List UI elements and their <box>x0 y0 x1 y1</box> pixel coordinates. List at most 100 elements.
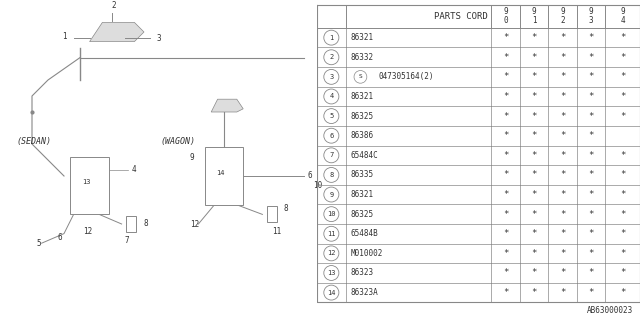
Text: 86321: 86321 <box>351 33 374 42</box>
Text: 9
2: 9 2 <box>560 7 564 25</box>
Text: 86323: 86323 <box>351 268 374 277</box>
Text: 2: 2 <box>329 54 333 60</box>
Text: 13: 13 <box>327 270 335 276</box>
Text: *: * <box>620 53 625 62</box>
Text: *: * <box>531 288 537 297</box>
Text: 9: 9 <box>329 192 333 197</box>
Text: *: * <box>531 190 537 199</box>
Text: 12: 12 <box>327 250 335 256</box>
Text: 11: 11 <box>327 231 335 237</box>
Text: *: * <box>503 190 508 199</box>
Text: *: * <box>560 53 565 62</box>
Text: *: * <box>560 33 565 42</box>
Polygon shape <box>211 99 243 112</box>
Text: *: * <box>588 72 593 81</box>
Text: *: * <box>531 72 537 81</box>
Text: *: * <box>560 151 565 160</box>
Text: 10: 10 <box>327 211 335 217</box>
Text: 65484C: 65484C <box>351 151 378 160</box>
Text: *: * <box>620 210 625 219</box>
Text: *: * <box>588 131 593 140</box>
Text: 86321: 86321 <box>351 92 374 101</box>
Text: 12: 12 <box>191 220 200 229</box>
Text: 8: 8 <box>144 220 148 228</box>
Text: 86325: 86325 <box>351 112 374 121</box>
Text: 8: 8 <box>283 204 288 213</box>
Text: *: * <box>560 249 565 258</box>
Text: *: * <box>560 171 565 180</box>
Text: *: * <box>503 229 508 238</box>
Text: 6: 6 <box>58 233 62 242</box>
Text: *: * <box>531 249 537 258</box>
Text: *: * <box>620 190 625 199</box>
Text: 9
4: 9 4 <box>620 7 625 25</box>
Text: *: * <box>588 210 593 219</box>
Text: *: * <box>620 112 625 121</box>
Text: *: * <box>588 53 593 62</box>
Text: *: * <box>620 288 625 297</box>
Text: *: * <box>560 229 565 238</box>
Text: *: * <box>560 288 565 297</box>
Text: S: S <box>358 74 362 79</box>
Text: *: * <box>503 92 508 101</box>
Text: 6: 6 <box>329 133 333 139</box>
Text: M010002: M010002 <box>351 249 383 258</box>
Text: *: * <box>531 151 537 160</box>
Text: PARTS CORD: PARTS CORD <box>434 12 488 21</box>
Text: 13: 13 <box>82 180 91 185</box>
Text: *: * <box>531 171 537 180</box>
Text: 6: 6 <box>307 172 312 180</box>
Text: 11: 11 <box>272 227 281 236</box>
Text: 8: 8 <box>329 172 333 178</box>
Text: 1: 1 <box>329 35 333 41</box>
Text: 7: 7 <box>125 236 129 245</box>
Text: *: * <box>588 92 593 101</box>
Text: *: * <box>620 268 625 277</box>
FancyBboxPatch shape <box>205 147 243 205</box>
Text: *: * <box>560 210 565 219</box>
Text: 9
1: 9 1 <box>532 7 536 25</box>
Text: 047305164(2): 047305164(2) <box>378 72 434 81</box>
Text: 10: 10 <box>314 181 323 190</box>
Text: 9
3: 9 3 <box>589 7 593 25</box>
Text: 5: 5 <box>329 113 333 119</box>
Text: AB63000023: AB63000023 <box>588 306 634 315</box>
Text: 86335: 86335 <box>351 171 374 180</box>
Text: (SEDAN): (SEDAN) <box>16 137 51 146</box>
Text: *: * <box>620 249 625 258</box>
Text: 1: 1 <box>61 32 67 41</box>
Text: *: * <box>531 92 537 101</box>
Text: *: * <box>588 151 593 160</box>
Text: 2: 2 <box>111 1 116 10</box>
Text: *: * <box>620 151 625 160</box>
Text: *: * <box>503 268 508 277</box>
Text: *: * <box>503 72 508 81</box>
Text: *: * <box>588 171 593 180</box>
Text: *: * <box>503 33 508 42</box>
Text: *: * <box>503 171 508 180</box>
Text: 3: 3 <box>157 34 161 43</box>
Text: *: * <box>531 131 537 140</box>
Text: *: * <box>531 268 537 277</box>
Text: *: * <box>560 268 565 277</box>
FancyBboxPatch shape <box>268 206 277 222</box>
Text: *: * <box>560 190 565 199</box>
Text: 86323A: 86323A <box>351 288 378 297</box>
Text: *: * <box>560 112 565 121</box>
Text: 86321: 86321 <box>351 190 374 199</box>
Text: *: * <box>588 268 593 277</box>
Text: *: * <box>588 249 593 258</box>
Text: 9: 9 <box>189 153 195 162</box>
FancyBboxPatch shape <box>70 157 109 214</box>
Text: *: * <box>620 33 625 42</box>
Text: *: * <box>503 288 508 297</box>
Text: 86332: 86332 <box>351 53 374 62</box>
Text: *: * <box>531 229 537 238</box>
Text: *: * <box>560 92 565 101</box>
Text: *: * <box>560 131 565 140</box>
Polygon shape <box>90 22 144 42</box>
Text: 7: 7 <box>329 152 333 158</box>
Text: 14: 14 <box>216 170 225 176</box>
Text: *: * <box>503 249 508 258</box>
FancyBboxPatch shape <box>127 216 136 232</box>
